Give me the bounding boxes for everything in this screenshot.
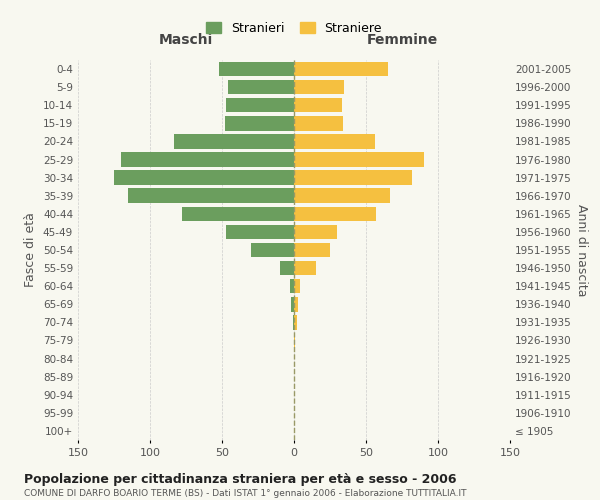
Bar [294,188,391,203]
Text: Popolazione per cittadinanza straniera per età e sesso - 2006: Popolazione per cittadinanza straniera p… [24,472,457,486]
Text: Femmine: Femmine [367,34,437,48]
Bar [294,134,374,148]
Bar [294,297,298,312]
Bar [175,134,294,148]
Bar [225,116,294,130]
Bar [294,243,330,257]
Bar [294,206,376,221]
Bar [280,261,294,276]
Bar [294,279,300,293]
Bar [294,315,297,330]
Bar [294,224,337,239]
Bar [294,333,295,347]
Bar [128,188,294,203]
Bar [294,80,344,94]
Y-axis label: Anni di nascita: Anni di nascita [575,204,588,296]
Bar [293,315,294,330]
Bar [114,170,294,185]
Bar [294,152,424,167]
Bar [294,62,388,76]
Bar [251,243,294,257]
Bar [294,170,412,185]
Y-axis label: Fasce di età: Fasce di età [25,212,37,288]
Text: COMUNE DI DARFO BOARIO TERME (BS) - Dati ISTAT 1° gennaio 2006 - Elaborazione TU: COMUNE DI DARFO BOARIO TERME (BS) - Dati… [24,489,467,498]
Bar [219,62,294,76]
Bar [226,224,294,239]
Bar [182,206,294,221]
Bar [121,152,294,167]
Bar [294,261,316,276]
Bar [294,116,343,130]
Bar [228,80,294,94]
Bar [226,98,294,112]
Bar [294,98,341,112]
Bar [291,297,294,312]
Text: Maschi: Maschi [159,34,213,48]
Legend: Stranieri, Straniere: Stranieri, Straniere [201,17,387,40]
Bar [290,279,294,293]
